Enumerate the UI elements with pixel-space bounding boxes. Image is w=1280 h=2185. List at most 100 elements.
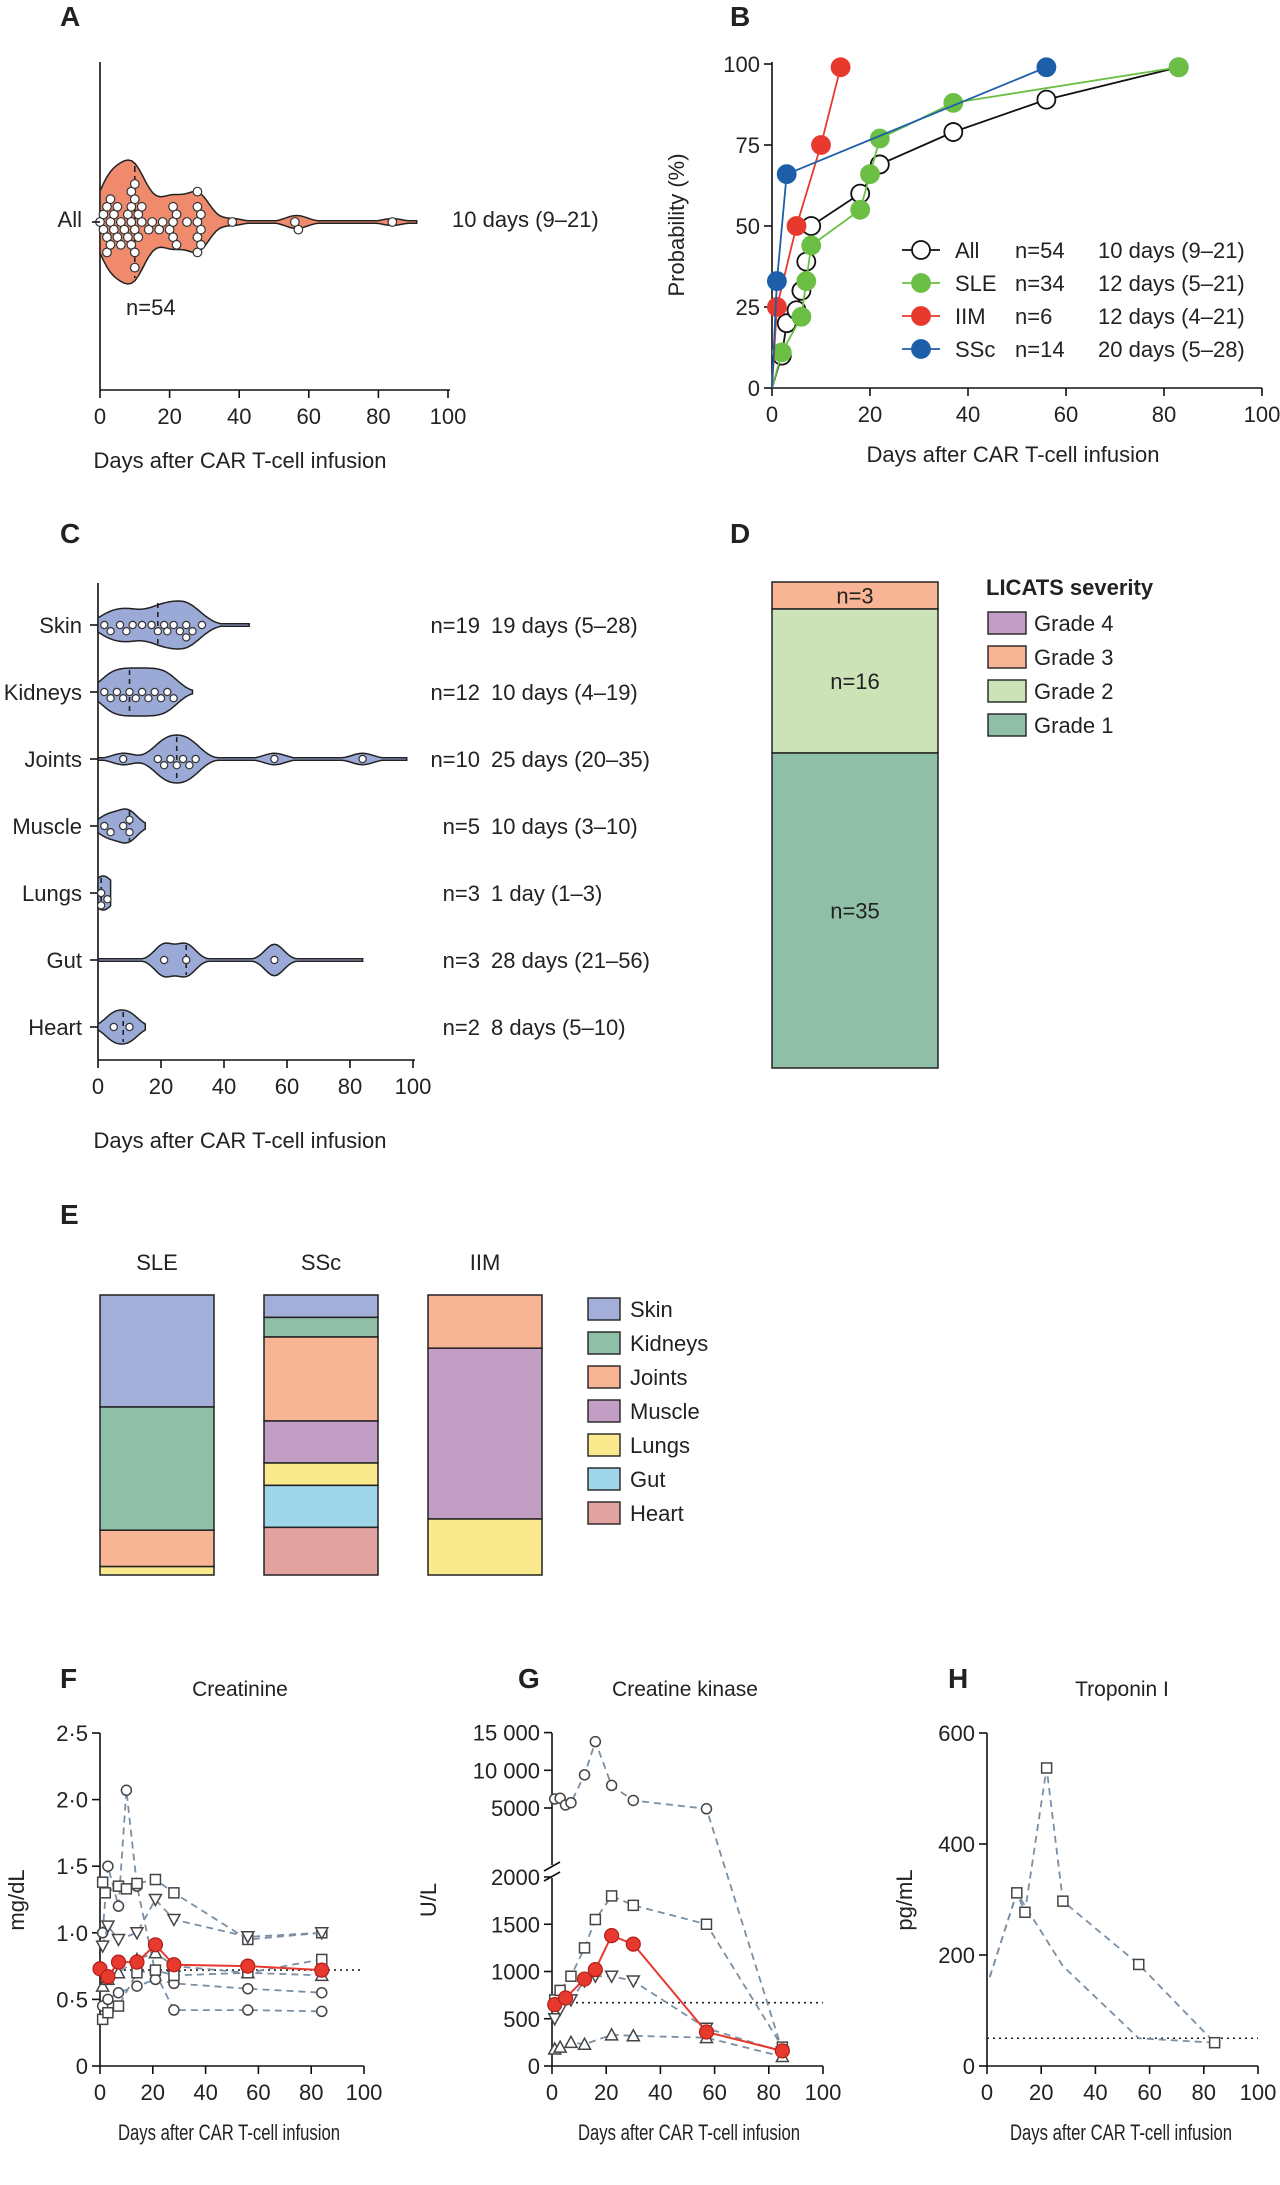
- panel-c-data-point: [96, 888, 106, 898]
- panel-f-data-point: [149, 1873, 162, 1886]
- panel-d-legend-label: Grade 2: [1034, 679, 1114, 704]
- panel-b-legend: All n=54 10 days (9–21) SLE n=34 12 days (5–2…: [902, 238, 1245, 362]
- panel-c-row-median: 25 days (20–35): [491, 747, 650, 772]
- panel-g-data-point: [577, 2036, 592, 2051]
- panel-g-data-point: [565, 1970, 577, 1982]
- panel-g-y-axis-label: U/L: [416, 1883, 441, 1917]
- panel-f-y-tick-label: 1·5: [56, 1854, 88, 1879]
- panel-g-patient-line: [554, 1738, 784, 2052]
- panel-c-data-point: [191, 754, 200, 764]
- panel-e-legend-label: Heart: [630, 1501, 684, 1526]
- panel-c-row-label: Skin: [39, 613, 82, 638]
- panel-e-bar-segment: [263, 1336, 379, 1422]
- panel-c-x-tick-label: 80: [338, 1074, 362, 1099]
- panel-c-row-median: 8 days (5–10): [491, 1015, 626, 1040]
- panel-f-y-tick-label: 2·0: [56, 1788, 88, 1813]
- panel-b-point-ssc: [1036, 57, 1057, 78]
- panel-a-data-point: [147, 217, 158, 227]
- panel-a-data-point: [196, 209, 206, 220]
- panel-c-row-median: 1 day (1–3): [491, 881, 602, 906]
- panel-g-ticks: 0 20 40 60 80 100 5000 10 000 15 000 0 500 1000 1500…: [473, 1721, 842, 2105]
- panel-d-legend-swatch: [987, 713, 1027, 737]
- panel-h-data-point: [1019, 1906, 1031, 1919]
- panel-c-row-median: 28 days (21–56): [491, 948, 650, 973]
- panel-b-point-sle: [850, 199, 871, 220]
- panel-b-point-all: [796, 251, 817, 272]
- panel-g-x-tick-label: 40: [648, 2080, 672, 2105]
- panel-c-data-point: [163, 687, 172, 697]
- panel-a-data-point: [157, 217, 168, 227]
- panel-f-data-point: [149, 1964, 162, 1976]
- panel-c-row-n: n=19: [430, 613, 480, 638]
- panel-c-data-point: [131, 694, 140, 703]
- panel-d-legend-label: Grade 3: [1034, 645, 1114, 670]
- panel-f-ticks: 0 20 40 60 80 100 0 0·5 1·0 1·5 2·0 2·5: [56, 1721, 382, 2105]
- panel-c-row-n: n=3: [443, 881, 480, 906]
- panel-f-y-tick-label: 0: [76, 2054, 88, 2079]
- panel-e-legend-label: Skin: [630, 1297, 673, 1322]
- panel-b-point-sle: [771, 342, 792, 363]
- panel-c-data-point: [137, 620, 147, 630]
- panel-b-y-tick-label: 50: [736, 214, 760, 239]
- panel-g-data-point: [552, 2039, 568, 2053]
- panel-c-row-label: Gut: [47, 948, 82, 973]
- panel-e-bar-segment: [427, 1518, 543, 1576]
- panel-a-data-point: [182, 217, 192, 227]
- panel-d-legend-swatch: [987, 645, 1027, 669]
- panel-c-data-point: [181, 633, 191, 642]
- panel-e-bar-segment: [427, 1347, 543, 1520]
- panel-c-data-point: [197, 620, 207, 630]
- panel-c-x-tick-label: 100: [395, 1074, 432, 1099]
- panel-f-data-point: [102, 1860, 114, 1872]
- panel-h-data-point: [1011, 1887, 1023, 1899]
- panel-f-y-axis-label: mg/dL: [4, 1869, 29, 1930]
- panel-h-data-point: [1057, 1895, 1069, 1907]
- panel-f-x-tick-label: 0: [94, 2080, 106, 2105]
- panel-c-data-point: [181, 620, 191, 630]
- panel-a-data-point: [105, 239, 116, 250]
- panel-f-patient-line: [101, 1958, 322, 2020]
- panel-f-data-point: [314, 1927, 330, 1941]
- panel-e-bar-segment: [263, 1462, 379, 1487]
- panel-a-data-point: [227, 217, 238, 227]
- panel-g-lower-y-tick-label: 2000: [491, 1865, 540, 1890]
- panel-f-data-point: [168, 2004, 180, 2016]
- panel-b-legend-n: n=34: [1015, 271, 1065, 296]
- panel-f-data-point: [111, 1965, 126, 1979]
- panel-f-y-tick-label: 2·5: [56, 1721, 88, 1746]
- panel-c-violin: [97, 1009, 147, 1045]
- panel-h-data-point: [1208, 2036, 1221, 2049]
- panel-d-segment-label: n=3: [836, 584, 873, 609]
- panel-c-chart: Days after CAR T-cell infusion Skin n=19 1…: [4, 583, 650, 1153]
- panel-g-title: Creatine kinase: [612, 1678, 758, 1701]
- panel-f-data-point: [242, 1982, 254, 1995]
- panel-d-legend-label: Grade 4: [1034, 611, 1114, 636]
- panel-h-x-tick-label: 100: [1240, 2080, 1277, 2105]
- panel-label-a: A: [60, 1, 80, 32]
- panel-f-data-point: [112, 1900, 125, 1912]
- panel-d-bar-segment: [771, 581, 939, 610]
- panel-f-chart: Creatinine mg/dL Days after CAR T-cell i…: [4, 1678, 382, 2145]
- panel-c-row-n: n=5: [443, 814, 480, 839]
- panel-g-axis-break-mark-1: [543, 1861, 561, 1872]
- panel-a-x-axis-label: Days after CAR T-cell infusion: [93, 448, 386, 473]
- panel-b-point-sle: [791, 306, 812, 327]
- panel-e-legend-swatch: [587, 1399, 621, 1423]
- panel-g-data-point: [627, 1794, 640, 1807]
- panel-a-data-point: [129, 247, 140, 258]
- panel-b-x-tick-label: 80: [1152, 402, 1176, 427]
- panel-c-data-point: [169, 694, 178, 703]
- panel-c-data-point: [125, 687, 134, 697]
- panel-h-y-tick-label: 200: [938, 1943, 975, 1968]
- panel-a-data-point: [293, 224, 304, 235]
- panel-a-x-tick-label: 80: [366, 404, 390, 429]
- panel-b-series: [767, 57, 1189, 389]
- panel-b-point-iim: [786, 216, 807, 236]
- panel-g-data-point: [547, 2013, 562, 2027]
- panel-g-x-tick-label: 100: [805, 2080, 842, 2105]
- panel-f-data-point: [112, 2000, 125, 2012]
- panel-b-legend-name: SSc: [955, 337, 995, 362]
- panel-e-legend-swatch: [587, 1297, 621, 1321]
- panel-b-point-all: [1036, 89, 1057, 110]
- panel-c-data-point: [185, 761, 194, 770]
